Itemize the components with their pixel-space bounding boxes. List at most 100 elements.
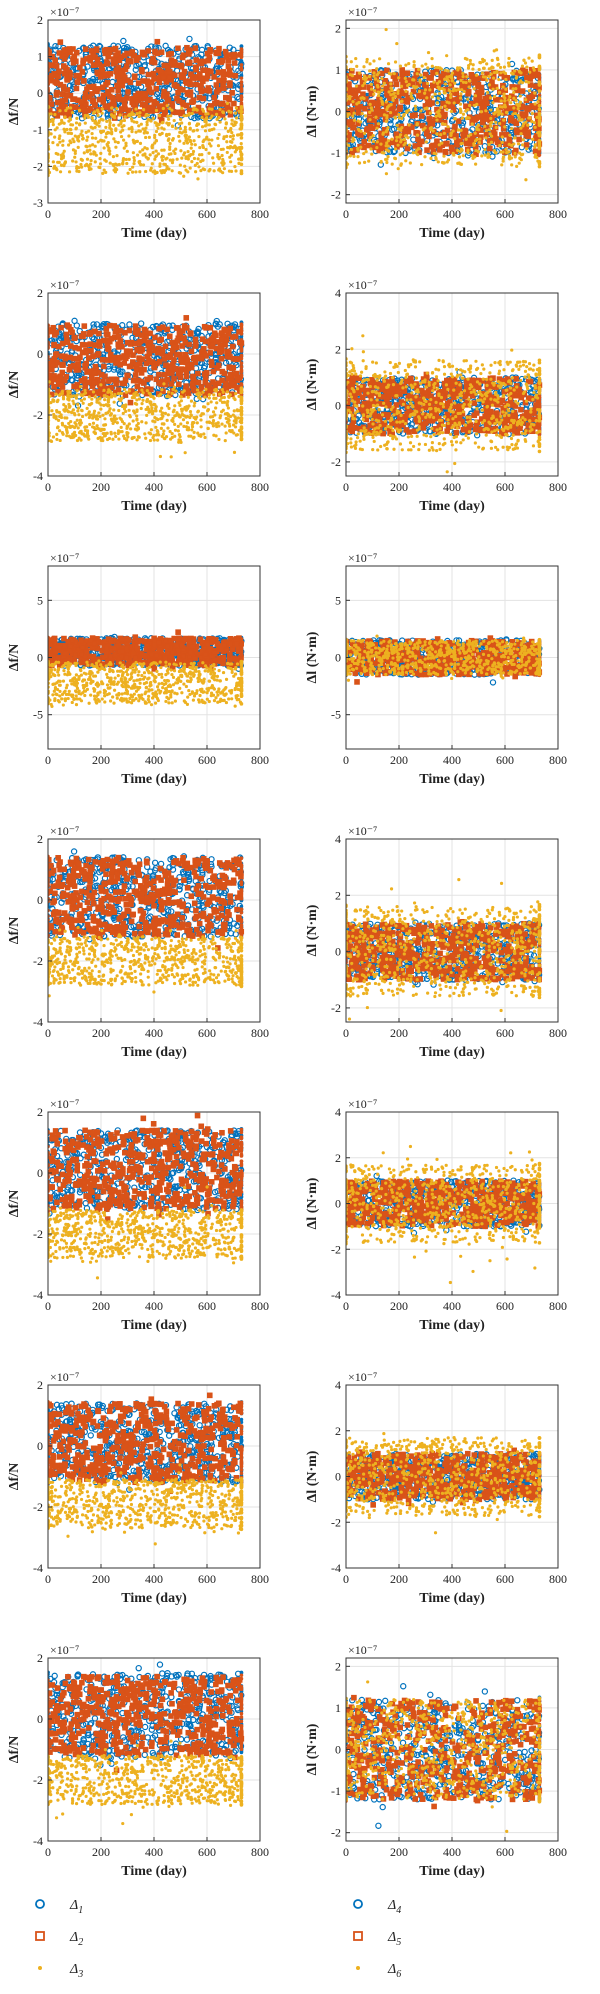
series-point-d5	[404, 145, 411, 152]
series-point-d6	[423, 155, 427, 159]
series-point-d6	[386, 62, 391, 66]
series-point-d2	[148, 359, 155, 365]
series-point-d6	[498, 105, 502, 109]
series-point-d2	[168, 381, 175, 387]
series-point-d3	[80, 129, 84, 133]
series-point-d6	[508, 95, 512, 99]
series-point-d6	[375, 67, 379, 71]
series-point-d3	[100, 129, 105, 133]
series-point-d3	[239, 114, 244, 118]
series-point-d3	[112, 137, 116, 141]
series-point-d2	[61, 48, 68, 55]
series-point-d2	[239, 48, 244, 53]
series-point-d3	[105, 437, 110, 442]
series-point-d6	[471, 63, 475, 67]
series-point-d6	[408, 161, 412, 165]
series-point-d3	[85, 157, 90, 161]
series-point-d2	[239, 356, 244, 361]
series-point-d2	[95, 350, 102, 357]
series-point-d6	[430, 56, 434, 61]
series-point-d3	[127, 127, 131, 131]
series-point-d3	[113, 140, 117, 144]
series-point-d2	[200, 95, 207, 102]
series-point-d6	[537, 113, 542, 118]
series-point-d2	[179, 343, 186, 349]
series-point-d2	[166, 333, 173, 340]
series-point-d6	[500, 163, 504, 167]
series-point-d3	[94, 153, 98, 157]
series-point-d3	[234, 169, 238, 173]
series-point-d3	[62, 149, 66, 153]
series-point-d6	[382, 113, 387, 117]
series-point-d2	[186, 59, 193, 66]
series-point-d3	[204, 120, 208, 124]
series-point-d3	[216, 155, 220, 159]
series-point-d6	[452, 101, 456, 105]
series-point-d3	[213, 122, 218, 127]
series-point-d6	[386, 126, 390, 130]
series-point-d3	[195, 123, 199, 128]
series-point-d6	[393, 94, 398, 99]
series-point-d5	[533, 135, 539, 141]
series-point-d3	[54, 151, 58, 156]
series-point-d3	[230, 131, 234, 135]
series-point-d6	[504, 87, 508, 91]
series-point-d3	[168, 145, 172, 149]
series-point-d2	[161, 371, 168, 378]
series-point-d6	[462, 89, 466, 94]
series-point-d3	[148, 153, 152, 157]
series-point-d2	[183, 368, 190, 375]
x-tick-label: 400	[145, 207, 163, 221]
series-point-d3	[63, 116, 67, 120]
series-point-d3	[149, 168, 153, 172]
series-point-d3	[144, 169, 148, 174]
series-point-d3	[77, 169, 81, 174]
series-point-d5	[386, 95, 393, 101]
series-point-d6	[457, 87, 461, 91]
series-point-d2	[102, 104, 109, 110]
series-point-d6	[482, 58, 486, 63]
series-point-d2	[239, 328, 244, 333]
series-point-d5	[432, 142, 439, 149]
series-point-d3	[73, 134, 77, 138]
series-point-d2	[82, 362, 88, 369]
series-point-d3	[51, 123, 55, 127]
series-point-d2	[226, 52, 233, 58]
series-point-d6	[463, 56, 467, 61]
series-point-d5	[516, 136, 522, 143]
series-point-d3	[186, 150, 190, 154]
series-point-d2	[203, 374, 209, 381]
series-point-d6	[409, 92, 413, 96]
series-point-d6	[362, 160, 367, 164]
series-point-d3	[114, 127, 118, 131]
series-point-d2	[176, 381, 182, 388]
series-point-d3	[116, 140, 120, 145]
series-point-d2	[200, 346, 207, 352]
series-point-d2	[172, 344, 178, 351]
series-point-d6	[430, 64, 434, 68]
series-point-d1	[93, 321, 101, 328]
series-point-d2	[214, 339, 220, 345]
series-point-d6	[524, 80, 528, 84]
series-point-d3	[162, 148, 166, 152]
series-point-d3	[122, 146, 126, 150]
series-point-d3	[101, 171, 105, 175]
series-point-d3	[160, 171, 164, 175]
series-point-d2	[178, 110, 184, 117]
series-point-d3	[239, 145, 244, 150]
series-point-d2	[124, 353, 130, 360]
series-point-d6	[424, 62, 428, 66]
x-tick-label: 0	[45, 207, 51, 221]
series-point-d3	[183, 125, 187, 129]
series-point-d2	[207, 48, 213, 55]
series-point-d6	[451, 129, 455, 133]
series-point-d3	[145, 147, 149, 151]
series-point-d3	[144, 126, 148, 130]
series-point-d3	[134, 130, 138, 134]
series-point-d3	[182, 174, 186, 178]
series-point-d6	[364, 149, 368, 154]
series-point-d2	[126, 363, 133, 370]
series-point-d6	[402, 143, 406, 147]
